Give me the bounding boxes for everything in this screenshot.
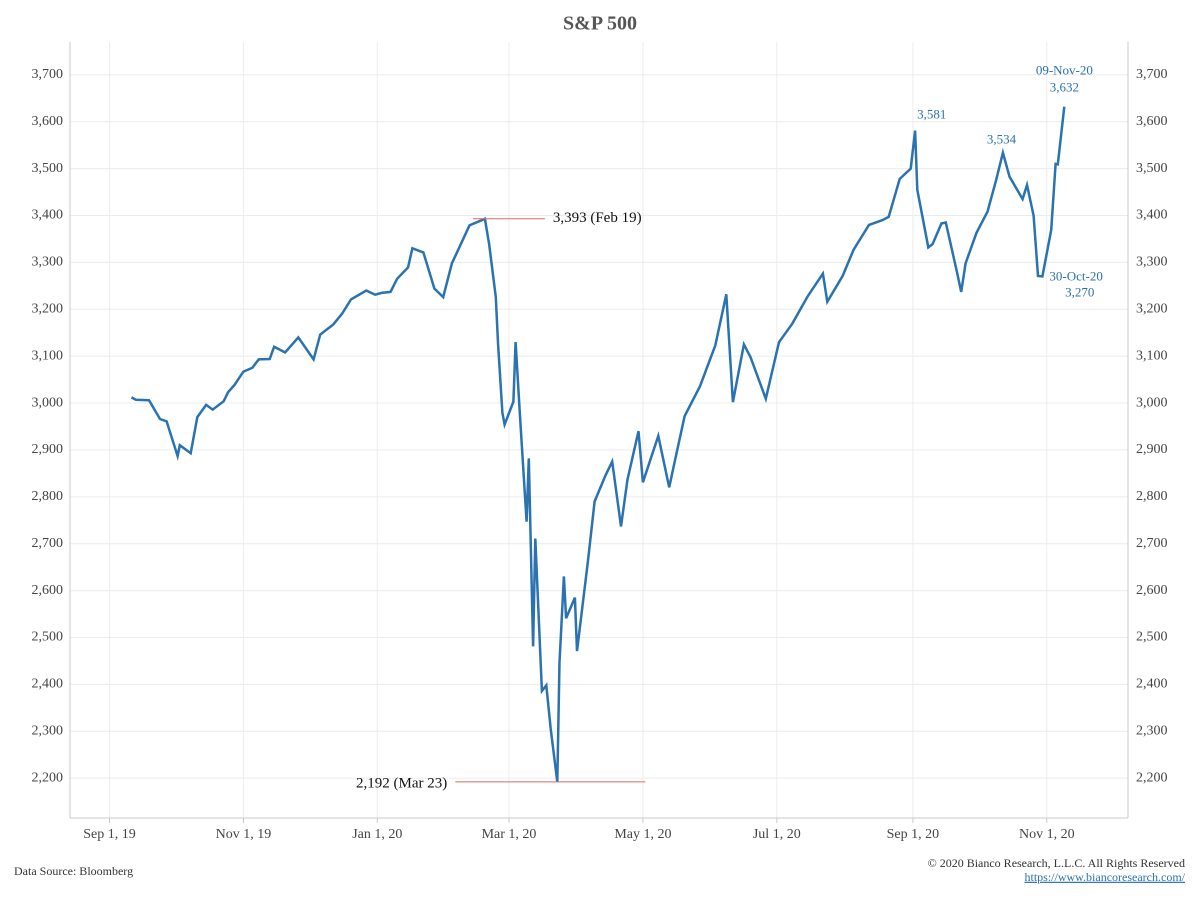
y2-tick-label: 2,700 bbox=[1136, 536, 1168, 551]
x-tick-label: Sep 1, 19 bbox=[83, 827, 136, 842]
y2-tick-label: 2,300 bbox=[1136, 723, 1168, 738]
annotation: 3,393 (Feb 19) bbox=[553, 210, 642, 226]
y2-tick-label: 3,300 bbox=[1136, 255, 1168, 270]
y-tick-label: 3,200 bbox=[32, 301, 64, 316]
y-tick-label: 3,400 bbox=[32, 208, 64, 223]
y2-tick-label: 2,800 bbox=[1136, 489, 1168, 504]
y-tick-label: 3,600 bbox=[32, 114, 64, 129]
y-tick-label: 2,700 bbox=[32, 536, 64, 551]
y-tick-label: 2,800 bbox=[32, 489, 64, 504]
y-tick-label: 3,700 bbox=[32, 67, 64, 82]
y2-tick-label: 3,600 bbox=[1136, 114, 1168, 129]
y-tick-label: 3,300 bbox=[32, 255, 64, 270]
y-tick-label: 2,300 bbox=[32, 723, 64, 738]
x-tick-label: May 1, 20 bbox=[614, 827, 671, 842]
source: Data Source: Bloomberg bbox=[14, 864, 133, 878]
copyright: © 2020 Bianco Research, L.L.C. All Right… bbox=[928, 856, 1185, 870]
url-link[interactable]: https://www.biancoresearch.com/ bbox=[1024, 870, 1185, 884]
y2-tick-label: 3,700 bbox=[1136, 67, 1168, 82]
y2-tick-label: 3,000 bbox=[1136, 395, 1168, 410]
y2-tick-label: 2,500 bbox=[1136, 630, 1168, 645]
y2-tick-label: 3,200 bbox=[1136, 301, 1168, 316]
y-tick-label: 2,600 bbox=[32, 583, 64, 598]
annotation: 3,581 bbox=[917, 107, 946, 122]
annotation: 3,534 bbox=[987, 132, 1017, 147]
annotation: 09-Nov-20 bbox=[1036, 63, 1093, 78]
y-tick-label: 2,400 bbox=[32, 677, 64, 692]
y-tick-label: 2,900 bbox=[32, 442, 64, 457]
y-tick-label: 2,200 bbox=[32, 770, 64, 785]
y2-tick-label: 3,400 bbox=[1136, 208, 1168, 223]
y-tick-label: 3,000 bbox=[32, 395, 64, 410]
y2-tick-label: 2,200 bbox=[1136, 770, 1168, 785]
y-tick-label: 3,500 bbox=[32, 161, 64, 176]
y2-tick-label: 3,500 bbox=[1136, 161, 1168, 176]
y2-tick-label: 3,100 bbox=[1136, 348, 1168, 363]
annotation: 3,270 bbox=[1065, 284, 1094, 299]
y2-tick-label: 2,900 bbox=[1136, 442, 1168, 457]
x-tick-label: Sep 1, 20 bbox=[887, 827, 940, 842]
x-tick-label: Nov 1, 20 bbox=[1019, 827, 1075, 842]
annotation: 2,192 (Mar 23) bbox=[356, 775, 447, 791]
y-tick-label: 3,100 bbox=[32, 348, 64, 363]
x-tick-label: Mar 1, 20 bbox=[482, 827, 537, 842]
chart-title: S&P 500 bbox=[563, 13, 637, 35]
y-tick-label: 2,500 bbox=[32, 630, 64, 645]
annotation: 3,632 bbox=[1050, 80, 1079, 95]
y2-tick-label: 2,400 bbox=[1136, 677, 1168, 692]
x-tick-label: Nov 1, 19 bbox=[216, 827, 272, 842]
y2-tick-label: 2,600 bbox=[1136, 583, 1168, 598]
x-tick-label: Jul 1, 20 bbox=[753, 827, 801, 842]
price-line bbox=[130, 106, 1066, 783]
annotation: 30-Oct-20 bbox=[1049, 268, 1102, 283]
x-tick-label: Jan 1, 20 bbox=[352, 827, 402, 842]
